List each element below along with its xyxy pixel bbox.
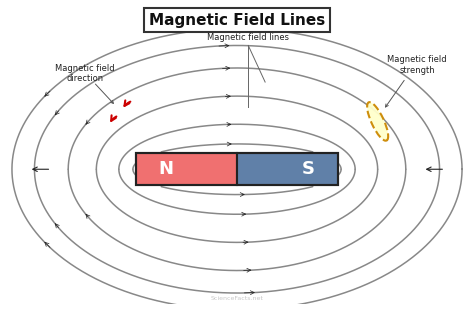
Text: Magnetic field
direction: Magnetic field direction <box>55 64 115 83</box>
Text: S: S <box>301 160 314 178</box>
Text: Magnetic field
strength: Magnetic field strength <box>387 56 447 75</box>
Text: ScienceFacts.net: ScienceFacts.net <box>210 296 264 301</box>
Bar <box>136 154 237 185</box>
Bar <box>237 154 338 185</box>
Text: N: N <box>159 160 173 178</box>
Bar <box>136 154 338 185</box>
Ellipse shape <box>367 102 388 141</box>
Text: Magnetic field lines: Magnetic field lines <box>207 33 289 41</box>
Text: Magnetic Field Lines: Magnetic Field Lines <box>149 13 325 28</box>
